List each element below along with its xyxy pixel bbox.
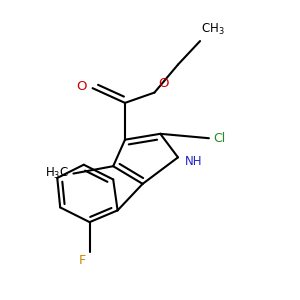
Text: O: O xyxy=(76,80,87,93)
Text: NH: NH xyxy=(185,155,202,168)
Text: H$_3$C: H$_3$C xyxy=(45,166,69,181)
Text: F: F xyxy=(79,254,86,267)
Text: Cl: Cl xyxy=(213,132,226,145)
Text: O: O xyxy=(158,76,169,90)
Text: CH$_3$: CH$_3$ xyxy=(201,22,224,37)
